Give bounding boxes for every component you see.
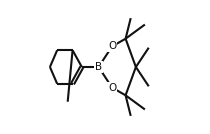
Text: O: O	[108, 83, 116, 93]
Text: O: O	[108, 41, 116, 51]
Text: B: B	[95, 62, 102, 72]
